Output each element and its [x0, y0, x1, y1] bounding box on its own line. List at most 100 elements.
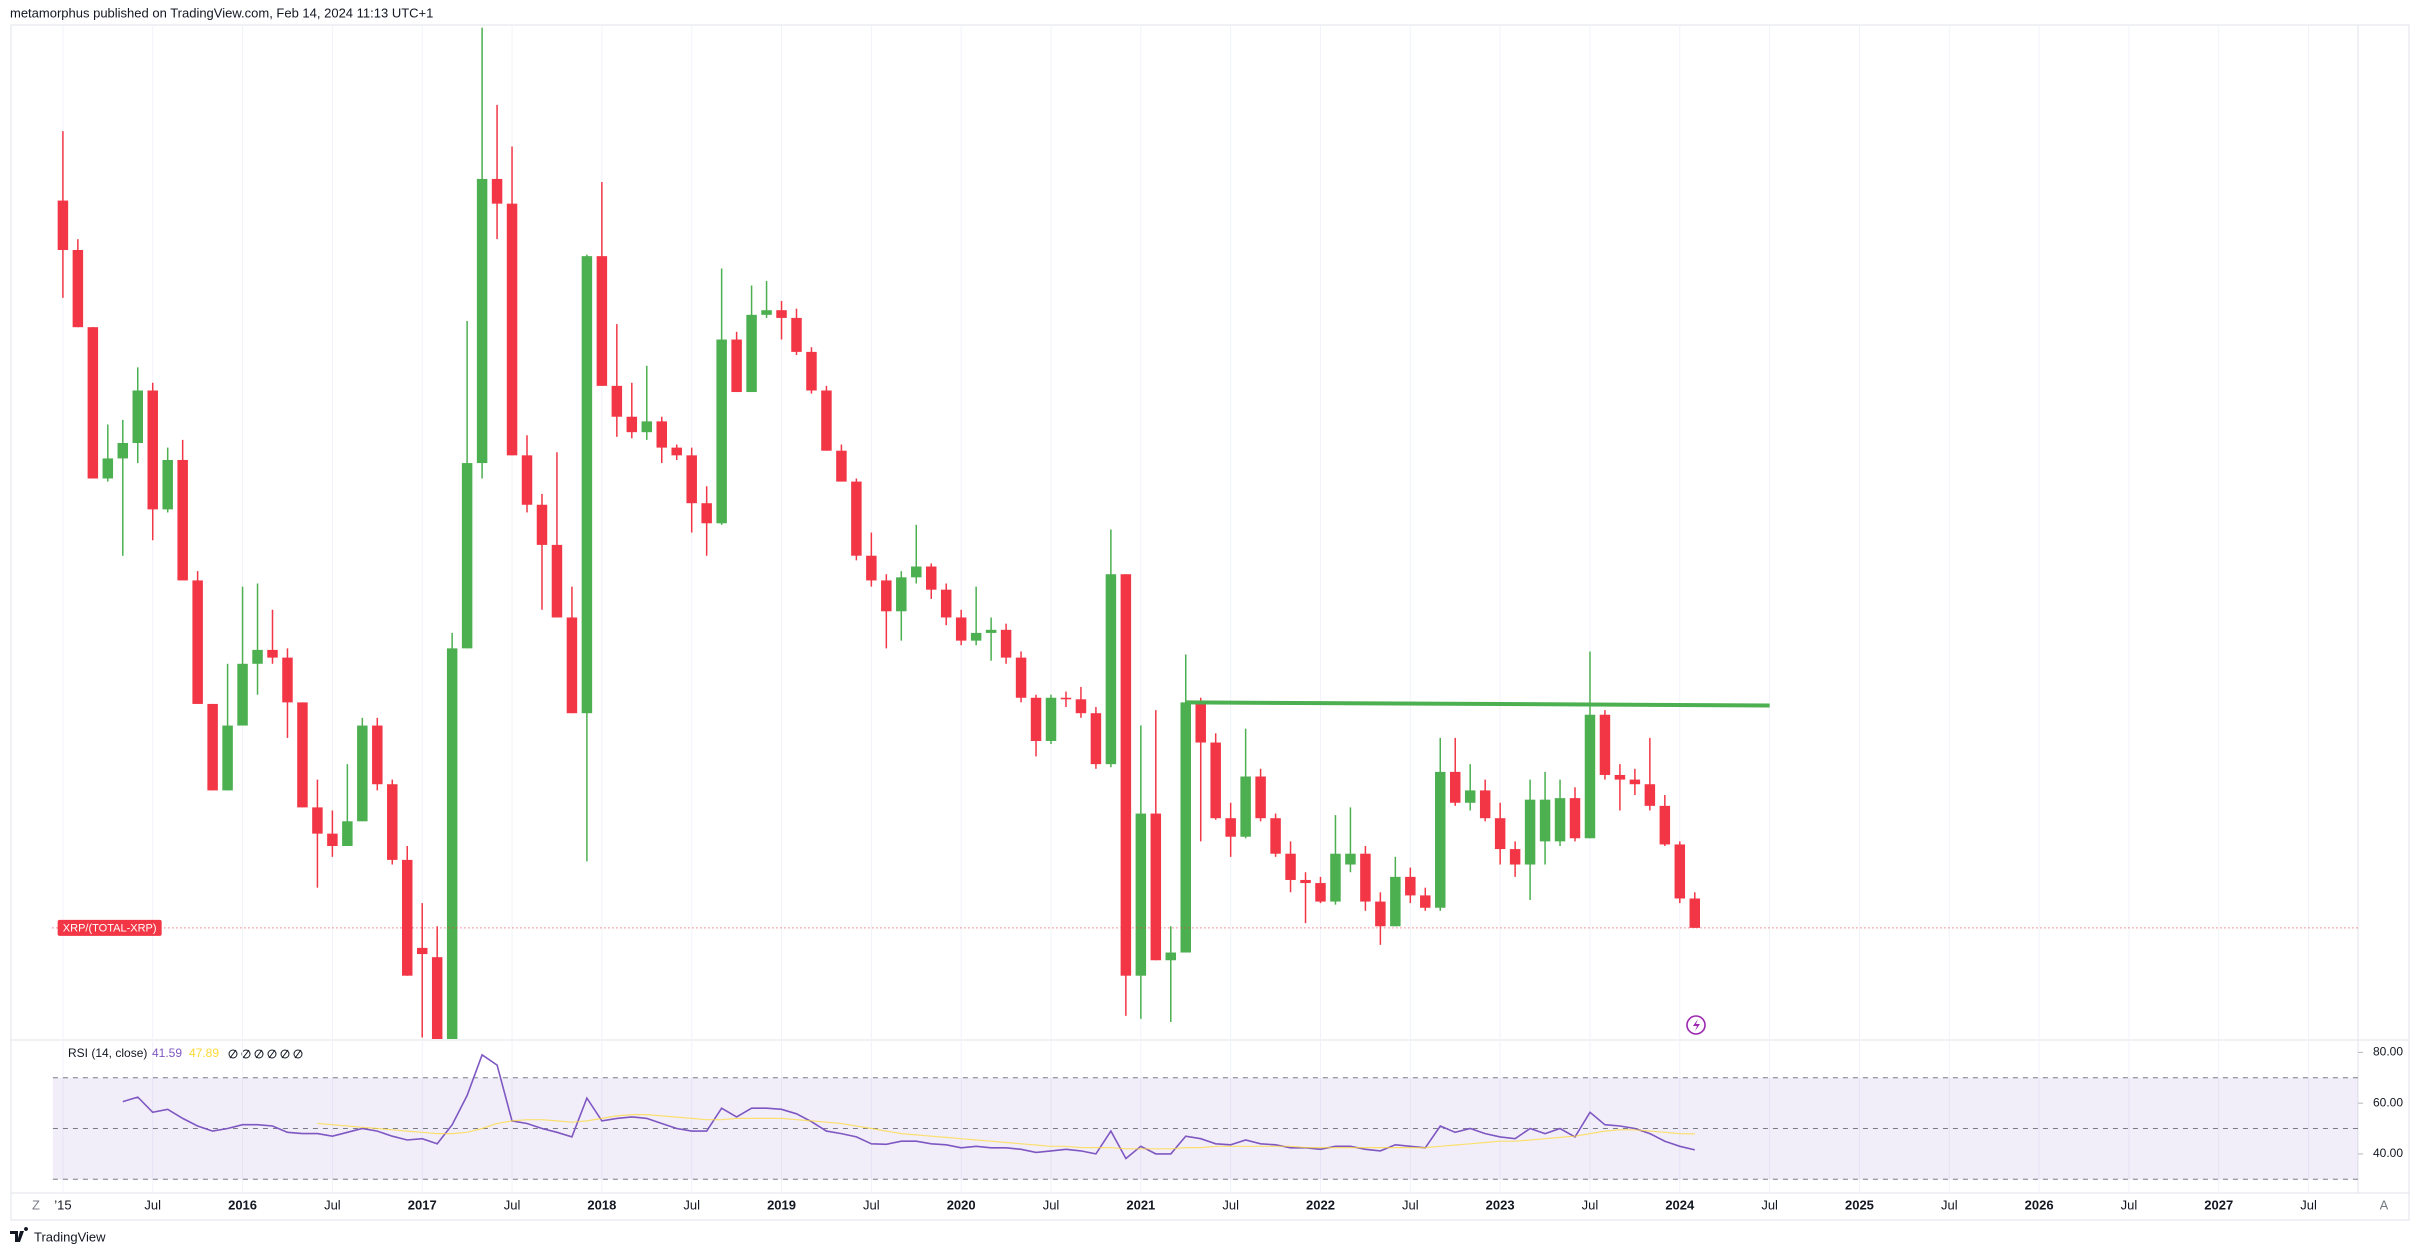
candle-body: [1435, 771, 1446, 908]
candle-body: [671, 447, 682, 456]
candle-body: [402, 859, 413, 976]
candle-body: [821, 390, 832, 451]
candle-body: [1240, 776, 1251, 837]
x-tick-label: 2020: [947, 1197, 976, 1212]
x-tick-label: Jul: [2300, 1197, 2317, 1212]
candle-body: [1315, 883, 1326, 902]
x-tick-label: 2026: [2025, 1197, 2054, 1212]
candle-body: [940, 589, 952, 618]
candle-body: [955, 617, 967, 641]
candle-body: [566, 617, 578, 714]
candle-body: [596, 256, 608, 386]
candle-body: [1614, 774, 1626, 780]
candle-body: [611, 385, 623, 417]
x-tick-label: Jul: [144, 1197, 161, 1212]
candle-body: [776, 310, 787, 318]
candle-body: [1330, 853, 1341, 902]
candle-body: [192, 580, 203, 704]
candle-body: [881, 580, 892, 612]
candle-body: [207, 703, 218, 791]
zoom-button[interactable]: Z: [32, 1197, 40, 1212]
candle-body: [102, 458, 114, 479]
candle-body: [551, 544, 563, 618]
symbol-label-box: [57, 919, 162, 936]
candle-body: [731, 339, 742, 393]
candle-body: [132, 390, 143, 443]
candle-body: [851, 481, 862, 556]
candle-body: [1045, 697, 1057, 741]
candle-body: [222, 725, 233, 791]
candle-body: [1345, 853, 1356, 865]
candle-body: [1644, 784, 1656, 806]
rsi-legend-title: RSI (14, close): [68, 1046, 147, 1060]
x-tick-label: Jul: [1582, 1197, 1599, 1212]
candle-body: [461, 463, 473, 649]
x-tick-label: ’15: [54, 1197, 71, 1212]
candle-body: [1135, 813, 1147, 976]
candle-body: [1375, 901, 1386, 927]
auto-scale-button[interactable]: A: [2380, 1197, 2389, 1212]
candle-body: [746, 314, 757, 393]
candle-body: [1195, 702, 1206, 743]
candle-body: [342, 821, 353, 846]
tradingview-logo: [10, 1227, 29, 1242]
candle-body: [1060, 697, 1072, 700]
candle-body: [282, 657, 293, 703]
candle-body: [1210, 742, 1221, 819]
candle-body: [87, 327, 99, 479]
candle-body: [1150, 813, 1162, 961]
candle-body: [896, 577, 907, 612]
candle-body: [1689, 898, 1701, 928]
candle-body: [57, 200, 69, 250]
candle-body: [641, 421, 653, 433]
candle-body: [1015, 657, 1027, 698]
candle-body: [1075, 699, 1087, 714]
candle-body: [761, 310, 772, 315]
candle-body: [1539, 799, 1551, 842]
candle-body: [1584, 714, 1596, 839]
x-tick-label: Jul: [504, 1197, 521, 1212]
x-tick-label: 2023: [1486, 1197, 1515, 1212]
publish-header: metamorphus published on TradingView.com…: [10, 5, 433, 20]
candle-body: [791, 317, 802, 352]
candle-body: [252, 649, 263, 664]
rsi-legend-icons[interactable]: [228, 1049, 303, 1059]
candle-body: [162, 459, 173, 510]
candle-body: [117, 442, 129, 459]
candle-body: [297, 702, 308, 808]
chart-frame: [10, 24, 2410, 1221]
x-tick-label: Jul: [683, 1197, 700, 1212]
candle-body: [911, 566, 922, 578]
candle-body: [1449, 771, 1461, 803]
candle-body: [1629, 779, 1641, 785]
x-tick-label: Jul: [863, 1197, 880, 1212]
x-tick-label: 2016: [228, 1197, 257, 1212]
candle-body: [237, 663, 248, 726]
candle-body: [1090, 713, 1102, 765]
candle-body: [1225, 818, 1236, 837]
candle-body: [1494, 818, 1506, 850]
x-tick-label: Jul: [1043, 1197, 1060, 1212]
candle-body: [1165, 952, 1177, 961]
candle-body: [1300, 879, 1311, 884]
candle-body: [177, 459, 188, 581]
candle-body: [1180, 702, 1191, 953]
x-tick-label: 2024: [1665, 1197, 1695, 1212]
candle-body: [656, 421, 667, 448]
symbol-label-text: XRP/(TOTAL-XRP): [63, 923, 157, 935]
candle-body: [357, 725, 368, 822]
candle-body: [372, 725, 383, 785]
candle-body: [1599, 714, 1611, 775]
x-tick-label: Jul: [1761, 1197, 1778, 1212]
candle-body: [1659, 805, 1671, 845]
candle-body: [836, 450, 847, 482]
x-tick-label: Jul: [1941, 1197, 1958, 1212]
candle-body: [985, 629, 997, 633]
alert-icon[interactable]: [1686, 1015, 1706, 1035]
rsi-legend-value: 41.59: [152, 1046, 182, 1060]
candle-body: [581, 256, 593, 714]
y-tick-label: 60.00: [2373, 1095, 2403, 1109]
